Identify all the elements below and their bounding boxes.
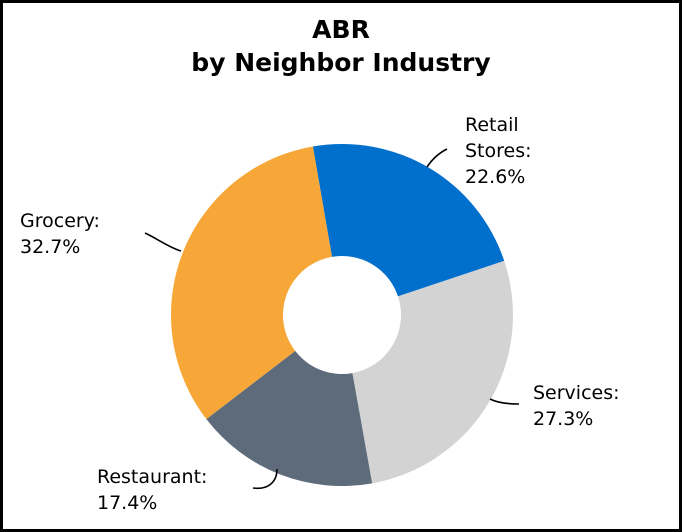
slices bbox=[170, 144, 513, 486]
value-label: 22.6% bbox=[465, 166, 526, 188]
slice-label: Retail Stores: 22.6% bbox=[465, 112, 555, 190]
leader-line bbox=[426, 148, 448, 168]
category-label: Restaurant: bbox=[97, 466, 208, 488]
leader-line bbox=[252, 468, 278, 490]
slice bbox=[312, 144, 505, 297]
chart-subtitle: by Neighbor Industry bbox=[191, 48, 490, 77]
slice bbox=[352, 260, 513, 484]
slice-label: Services: 27.3% bbox=[533, 380, 673, 432]
slice bbox=[170, 146, 332, 420]
value-label: 17.4% bbox=[97, 492, 158, 514]
value-label: 27.3% bbox=[533, 408, 594, 430]
chart: ABR by Neighbor Industry bbox=[144, 15, 520, 490]
slice-label: Restaurant: 17.4% bbox=[97, 464, 257, 516]
category-label: Grocery: bbox=[20, 210, 100, 232]
leader-line bbox=[489, 398, 520, 405]
category-label: Services: bbox=[533, 382, 620, 404]
chart-title: ABR bbox=[312, 15, 370, 44]
category-label: Retail Stores: bbox=[465, 114, 532, 162]
slice-label: Grocery: 32.7% bbox=[20, 208, 160, 260]
leader-line bbox=[144, 232, 182, 252]
value-label: 32.7% bbox=[20, 236, 81, 258]
slice bbox=[206, 350, 373, 486]
